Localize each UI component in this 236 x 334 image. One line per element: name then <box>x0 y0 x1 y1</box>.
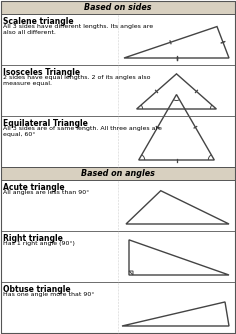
Text: Has 1 right angle (90°): Has 1 right angle (90°) <box>3 241 75 246</box>
Text: Based on angles: Based on angles <box>81 169 155 178</box>
Text: Equilateral Triangle: Equilateral Triangle <box>3 119 88 128</box>
Bar <box>1 167 235 180</box>
Text: Isosceles Triangle: Isosceles Triangle <box>3 68 80 77</box>
Text: All 3 sides have different lengths. Its angles are
also all different.: All 3 sides have different lengths. Its … <box>3 24 153 35</box>
Bar <box>1 1 235 14</box>
Text: Acute triangle: Acute triangle <box>3 183 65 192</box>
Text: Obtuse triangle: Obtuse triangle <box>3 285 71 294</box>
Text: Based on sides: Based on sides <box>84 3 152 12</box>
Text: Right triangle: Right triangle <box>3 234 63 243</box>
Text: All angles are less than 90°: All angles are less than 90° <box>3 190 89 195</box>
Text: 2 sides have equal lengths. 2 of its angles also
measure equal.: 2 sides have equal lengths. 2 of its ang… <box>3 75 151 87</box>
Text: All 3 sides are of same length. All three angles are
equal, 60°: All 3 sides are of same length. All thre… <box>3 126 162 137</box>
Text: Has one angle more that 90°: Has one angle more that 90° <box>3 292 94 297</box>
Text: Scalene triangle: Scalene triangle <box>3 17 74 26</box>
